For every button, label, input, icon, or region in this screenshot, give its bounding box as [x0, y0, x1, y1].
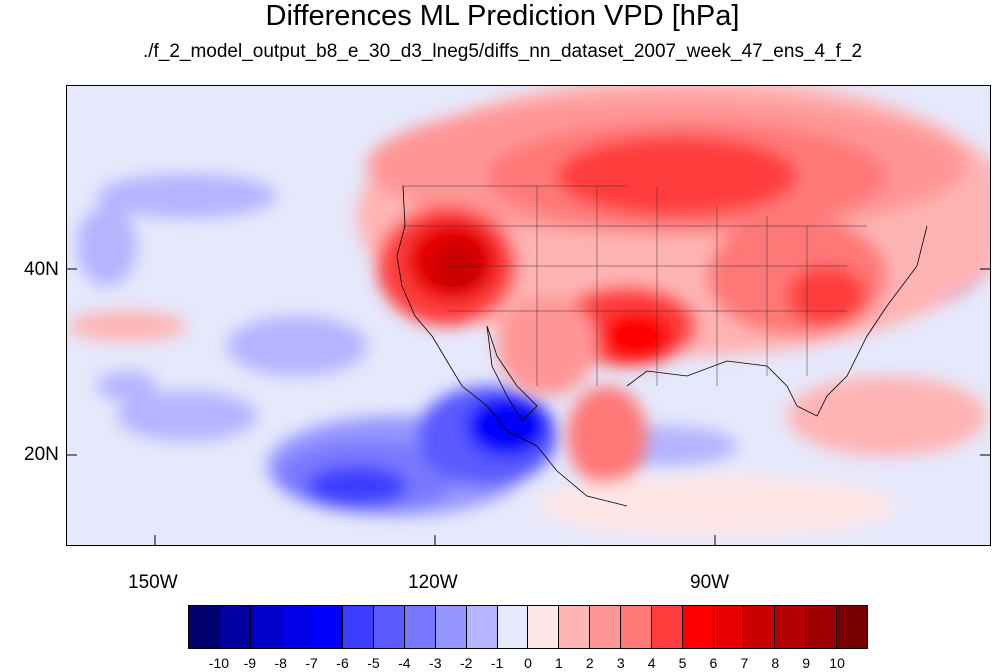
colorbar-tick-label: 7 [740, 655, 749, 671]
colorbar-tick-label: -5 [367, 655, 380, 671]
colorbar-tick-label: -7 [305, 655, 318, 671]
lat-label-40n: 40N [24, 259, 59, 280]
coastlines [396, 185, 928, 507]
colorbar-tick-label: 4 [647, 655, 656, 671]
colorbar-tick-label: -10 [208, 655, 230, 671]
colorbar-tick-label: 6 [709, 655, 718, 671]
colorbar-tick-label: -3 [429, 655, 442, 671]
colorbar-swatch [435, 606, 467, 648]
colorbar-swatch [621, 606, 652, 648]
colorbar-tick-label: 2 [585, 655, 594, 671]
colorbar-tick-label: -6 [336, 655, 349, 671]
land-red-anomalies [67, 86, 990, 536]
colorbar [188, 605, 868, 649]
colorbar-swatch [528, 606, 560, 648]
lon-label-90w: 90W [690, 572, 730, 593]
colorbar-swatch [219, 606, 251, 648]
colorbar-tick-label: 8 [771, 655, 780, 671]
map-svg [67, 86, 990, 545]
map-subtitle: ./f_2_model_output_b8_e_30_d3_lneg5/diff… [142, 41, 863, 62]
axis-ticks [67, 268, 990, 545]
colorbar-swatch [250, 606, 282, 648]
colorbar-swatch [466, 606, 498, 648]
colorbar-swatch [405, 606, 436, 648]
colorbar-swatch [775, 606, 807, 648]
colorbar-swatch [559, 606, 591, 648]
colorbar-swatch [651, 606, 683, 648]
colorbar-swatch [837, 606, 867, 648]
colorbar-swatch [312, 606, 344, 648]
colorbar-tick-label: 10 [829, 655, 845, 671]
colorbar-swatch [374, 606, 406, 648]
colorbar-tick-label: -4 [398, 655, 411, 671]
colorbar-tick-label: 5 [678, 655, 687, 671]
colorbar-swatch [590, 606, 622, 648]
lon-label-120w: 120W [408, 572, 458, 593]
colorbar-tick-label: 1 [555, 655, 563, 671]
colorbar-swatch [682, 606, 714, 648]
colorbar-tick-label: -9 [243, 655, 257, 671]
colorbar-tick-label: -1 [490, 655, 504, 671]
lon-label-150w: 150W [128, 572, 178, 593]
colorbar-tick-label: 0 [524, 655, 532, 671]
state-borders [402, 185, 867, 386]
colorbar-swatch [713, 606, 745, 648]
map-plot-area [66, 85, 991, 546]
map-title: Differences ML Prediction VPD [hPa] [265, 0, 740, 32]
colorbar-swatch [744, 606, 776, 648]
colorbar-tick-label: 3 [616, 655, 625, 671]
colorbar-swatch [497, 606, 529, 648]
colorbar-swatch [806, 606, 838, 648]
lat-label-20n: 20N [24, 444, 59, 465]
colorbar-tick-label: -8 [274, 655, 287, 671]
colorbar-tick-label: 9 [802, 655, 811, 671]
colorbar-swatch [189, 606, 220, 648]
colorbar-swatch [281, 606, 313, 648]
colorbar-swatch [343, 606, 375, 648]
colorbar-tick-label: -2 [459, 655, 473, 671]
